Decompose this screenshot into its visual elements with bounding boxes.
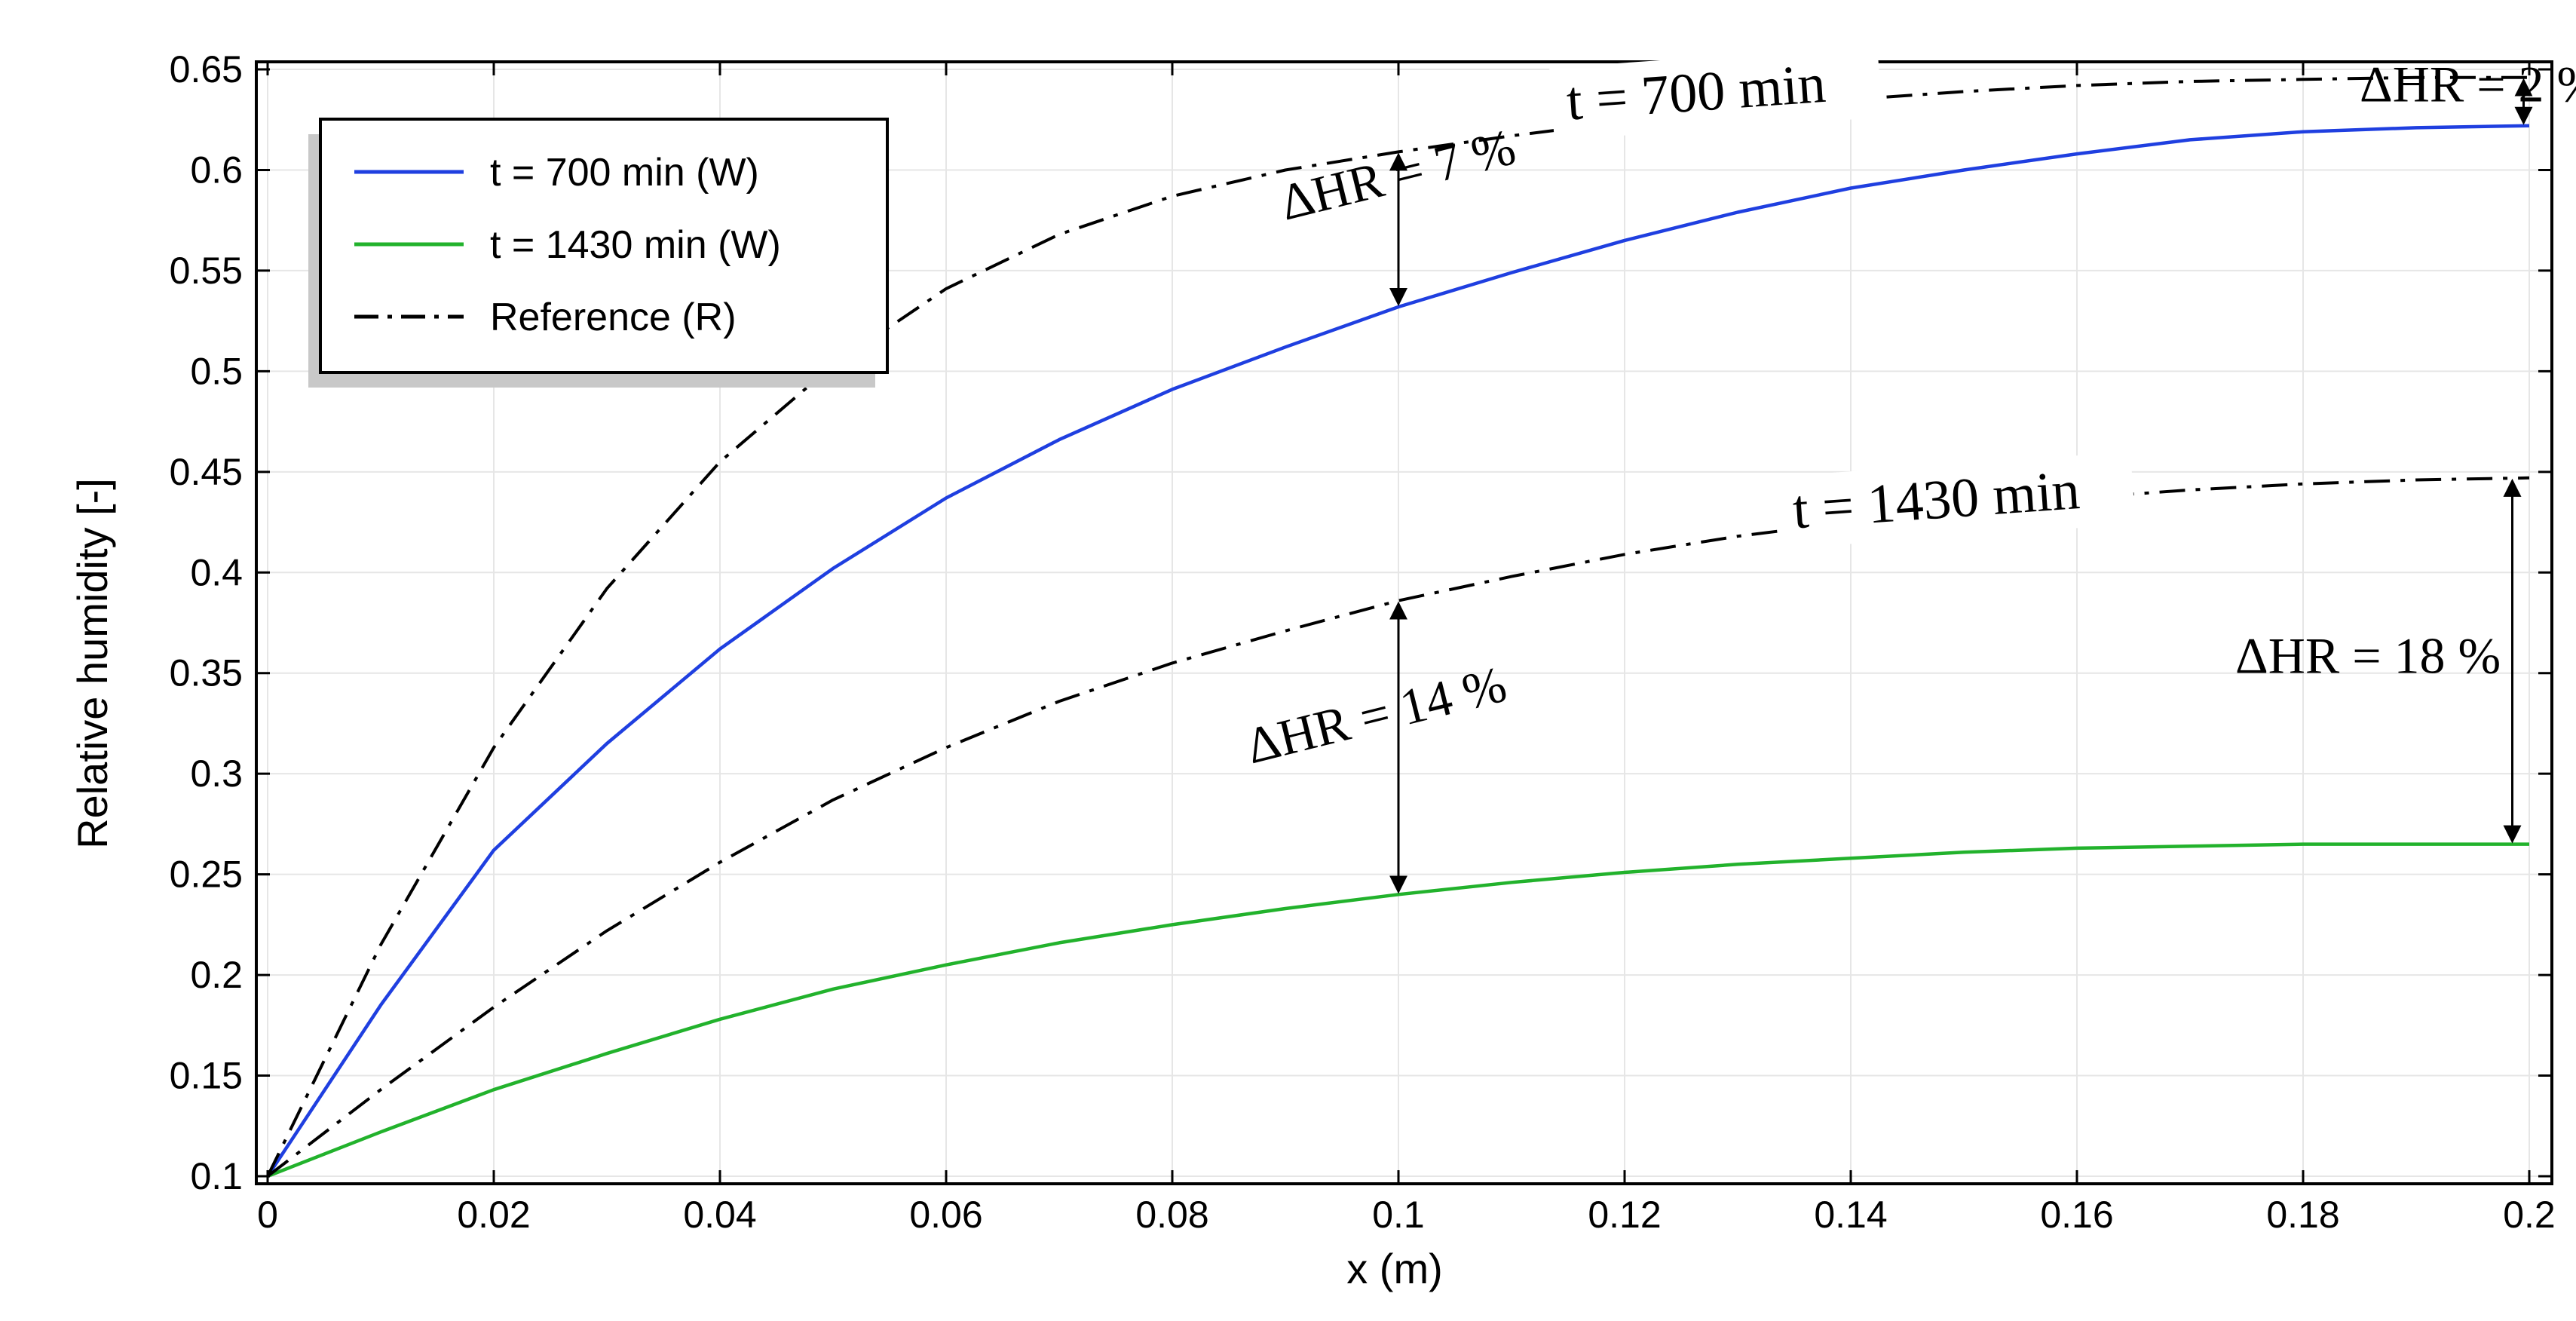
x-tick-label: 0.2 [2503, 1194, 2556, 1236]
y-tick-label: 0.6 [190, 149, 243, 191]
x-tick-label: 0.06 [909, 1194, 982, 1236]
y-tick-label: 0.2 [190, 954, 243, 996]
y-tick-label: 0.5 [190, 350, 243, 392]
legend-label: Reference (R) [490, 296, 737, 339]
x-tick-label: 0.18 [2266, 1194, 2339, 1236]
plot-frame [255, 60, 2553, 1185]
y-tick-label: 0.4 [190, 551, 243, 593]
annotation-backdrop [1775, 452, 2136, 549]
y-tick-label: 0.25 [170, 854, 243, 896]
series-lines [266, 75, 2530, 1178]
legend: t = 700 min (W) t = 1430 min (W) Reference… [308, 118, 889, 388]
y-tick-label: 0.65 [170, 48, 243, 90]
y-axis-title: Relative humidity [-] [69, 478, 116, 849]
plot-border [255, 60, 2553, 1185]
x-tick-label: 0.1 [1372, 1194, 1425, 1236]
x-axis-title: x (m) [1346, 1245, 1443, 1292]
series-line-3 [266, 75, 2529, 1177]
x-tick-label: 0 [257, 1194, 278, 1236]
y-tick-label: 0.35 [170, 652, 243, 694]
series-line-1 [266, 124, 2530, 1178]
x-tick-label: 0.04 [683, 1194, 756, 1236]
axis-ticks: 0 0.02 0.04 0.06 0.08 0.1 0.12 0.14 0.16 0.18 0.2 0… [170, 48, 2556, 1236]
series-line-4 [266, 476, 2530, 1178]
annotation-backdrop [1549, 44, 1882, 141]
x-tick-label: 0.14 [1814, 1194, 1887, 1236]
annotation-label: ΔHR = 2 % [2360, 56, 2576, 113]
x-tick-label: 0.02 [457, 1194, 530, 1236]
y-tick-label: 0.1 [190, 1155, 243, 1197]
legend-label: t = 700 min (W) [490, 151, 759, 195]
legend-label: t = 1430 min (W) [490, 223, 781, 267]
series-line-2 [267, 842, 2529, 1178]
annotation-label: ΔHR = 18 % [2235, 627, 2501, 685]
x-tick-label: 0.12 [1588, 1194, 1661, 1236]
x-tick-label: 0.16 [2040, 1194, 2113, 1236]
y-tick-label: 0.55 [170, 250, 243, 292]
x-tick-label: 0.08 [1135, 1194, 1208, 1236]
y-tick-label: 0.3 [190, 752, 243, 795]
y-tick-label: 0.15 [170, 1055, 243, 1097]
y-tick-label: 0.45 [170, 451, 243, 493]
